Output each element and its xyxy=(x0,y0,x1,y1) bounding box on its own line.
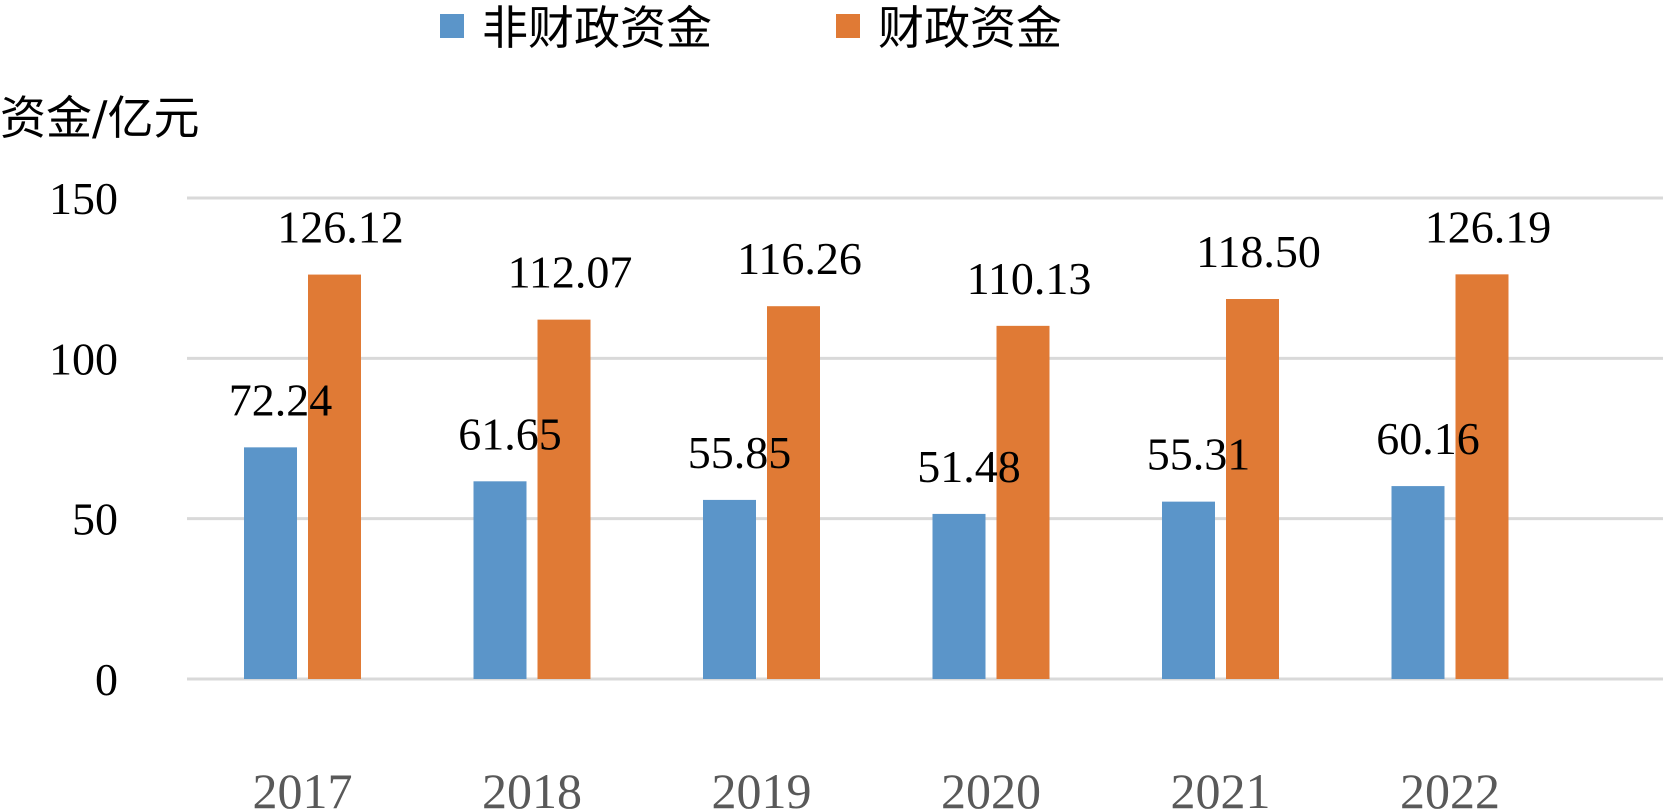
x-axis-ticks: 2017 2018 2019 2020 2021 2022 xyxy=(253,763,1501,812)
data-label: 116.26 xyxy=(737,233,862,284)
bar-fiscal-2018 xyxy=(537,319,591,679)
legend: 非财政资金 财政资金 xyxy=(440,1,1062,55)
legend-label: 财政资金 xyxy=(878,1,1062,55)
y-tick-label: 0 xyxy=(95,654,118,705)
bar-fiscal-2017 xyxy=(308,274,361,679)
bar-non-fiscal-2019 xyxy=(703,499,756,679)
y-tick-label: 100 xyxy=(49,333,118,384)
data-label: 112.07 xyxy=(508,247,633,298)
data-label: 72.24 xyxy=(229,374,333,425)
bar-fiscal-2019 xyxy=(767,306,820,679)
data-label: 126.12 xyxy=(277,202,404,253)
bar-non-fiscal-2017 xyxy=(244,447,297,679)
data-labels: 72.24 61.65 55.85 51.48 55.31 60.16 126.12 112.… xyxy=(229,201,1552,492)
x-tick-label: 2019 xyxy=(712,763,812,812)
data-label: 51.48 xyxy=(917,441,1021,492)
x-tick-label: 2022 xyxy=(1400,763,1500,812)
bar-non-fiscal-2021 xyxy=(1162,501,1215,679)
bars xyxy=(244,274,1509,679)
data-label: 110.13 xyxy=(967,253,1092,304)
bar-non-fiscal-2020 xyxy=(932,513,986,679)
data-label: 55.85 xyxy=(688,427,792,478)
x-tick-label: 2018 xyxy=(482,763,582,812)
y-axis-ticks: 0 50 100 150 xyxy=(49,173,118,705)
data-label: 126.19 xyxy=(1425,201,1552,252)
bar-non-fiscal-2022 xyxy=(1391,486,1445,679)
y-tick-label: 150 xyxy=(49,173,118,224)
bar-fiscal-2020 xyxy=(996,325,1050,679)
data-label: 61.65 xyxy=(458,408,562,459)
x-tick-label: 2021 xyxy=(1171,763,1271,812)
data-label: 60.16 xyxy=(1376,413,1480,464)
data-label: 118.50 xyxy=(1196,226,1321,277)
x-tick-label: 2017 xyxy=(253,763,353,812)
legend-swatch xyxy=(440,14,464,38)
x-tick-label: 2020 xyxy=(941,763,1041,812)
bar-fiscal-2022 xyxy=(1455,274,1509,679)
legend-label: 非财政资金 xyxy=(482,1,712,55)
y-axis-label: 资金/亿元 xyxy=(0,91,200,145)
data-label: 55.31 xyxy=(1147,429,1251,480)
bar-non-fiscal-2018 xyxy=(473,481,527,679)
y-tick-label: 50 xyxy=(72,494,118,545)
legend-swatch xyxy=(836,14,860,38)
bar-fiscal-2021 xyxy=(1226,299,1279,679)
